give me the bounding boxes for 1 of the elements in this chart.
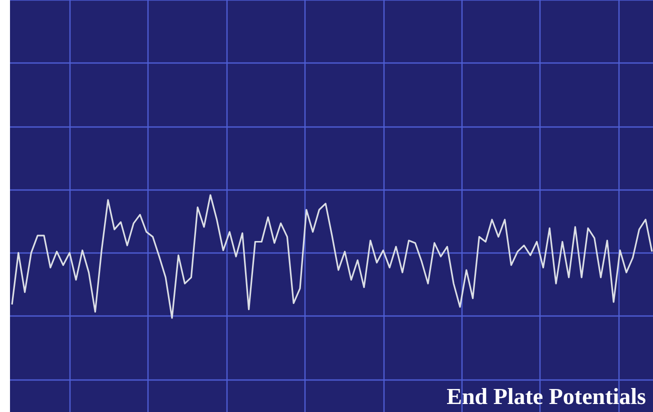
text: End Plate Potentials bbox=[446, 384, 646, 409]
